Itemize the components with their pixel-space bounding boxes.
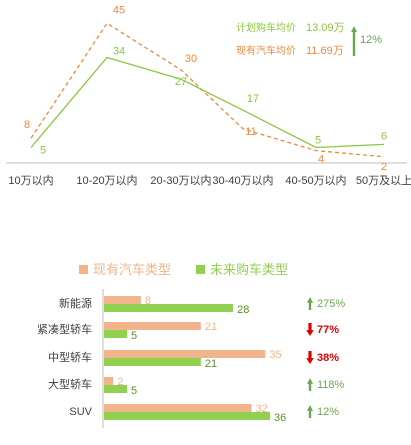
trend-up-icon	[351, 26, 357, 56]
bar-value-existing: 8	[145, 295, 151, 307]
bar-future	[104, 358, 201, 366]
change-value: 275%	[317, 298, 345, 310]
bar-category-label: 紧凑型轿车	[37, 322, 92, 336]
data-label-future: 6	[381, 130, 387, 142]
trend-up-icon	[307, 405, 313, 418]
bar-category-label: 中型轿车	[48, 350, 92, 364]
data-label-existing: 30	[185, 53, 197, 65]
bar-future	[104, 412, 270, 420]
x-tick-label: 40-50万以内	[285, 173, 346, 187]
series-line-existing	[30, 22, 385, 158]
average-value: 11.69万	[306, 45, 344, 57]
data-label-existing: 4	[318, 154, 324, 166]
bar-category-label: SUV	[69, 406, 92, 418]
x-tick-label: 50万及以上	[356, 174, 411, 187]
data-label-existing: 45	[113, 4, 125, 16]
bar-value-future: 5	[131, 385, 137, 397]
trend-up-icon	[307, 378, 313, 391]
x-tick-label: 20-30万以内	[150, 173, 211, 187]
data-label-future: 34	[113, 45, 125, 57]
bar-future	[104, 304, 234, 312]
data-label-existing: 2	[381, 161, 387, 173]
legend-label-future: 未来购车类型	[210, 262, 288, 277]
bar-existing	[104, 377, 114, 385]
bar-existing	[104, 322, 201, 330]
change-value: 77%	[317, 324, 339, 336]
bar-value-future: 5	[131, 330, 137, 342]
average-value: 13.09万	[306, 22, 345, 34]
legend-swatch-existing	[79, 265, 88, 274]
trend-down-icon	[306, 351, 314, 364]
x-tick-label: 10万以内	[8, 173, 53, 187]
data-label-future: 17	[247, 93, 259, 105]
bar-existing	[104, 350, 266, 358]
x-tick-label: 10-20万以内	[76, 173, 137, 187]
x-tick-label: 30-40万以内	[212, 173, 273, 187]
data-label-future: 5	[315, 134, 321, 146]
data-label-existing: 8	[24, 119, 30, 131]
trend-up-icon	[307, 297, 313, 310]
data-label-future: 27	[175, 76, 187, 88]
data-label-existing: 11	[245, 126, 256, 138]
bar-existing	[104, 404, 252, 412]
series-line-future	[30, 56, 385, 149]
bar-existing	[104, 296, 141, 304]
legend-swatch-future	[196, 265, 205, 274]
average-label: 计划购车均价	[236, 21, 296, 34]
bar-value-existing: 21	[205, 321, 217, 333]
bar-value-future: 36	[274, 412, 286, 424]
change-value: 12%	[317, 406, 339, 418]
bar-value-future: 21	[205, 358, 217, 370]
data-label-future: 5	[40, 144, 46, 156]
bar-value-future: 28	[237, 304, 249, 316]
change-value: 118%	[317, 379, 345, 391]
bar-value-existing: 2	[117, 376, 123, 388]
bar-category-label: 大型轿车	[48, 377, 92, 391]
bar-category-label: 新能源	[59, 296, 92, 310]
legend-label-existing: 现有汽车类型	[93, 262, 171, 277]
bar-future	[104, 385, 128, 393]
change-value: 38%	[317, 352, 339, 364]
bar-future	[104, 330, 128, 338]
bar-value-existing: 35	[269, 349, 281, 361]
average-change-value: 12%	[360, 34, 382, 46]
average-label: 现有汽车均价	[236, 44, 296, 57]
trend-down-icon	[306, 323, 314, 336]
